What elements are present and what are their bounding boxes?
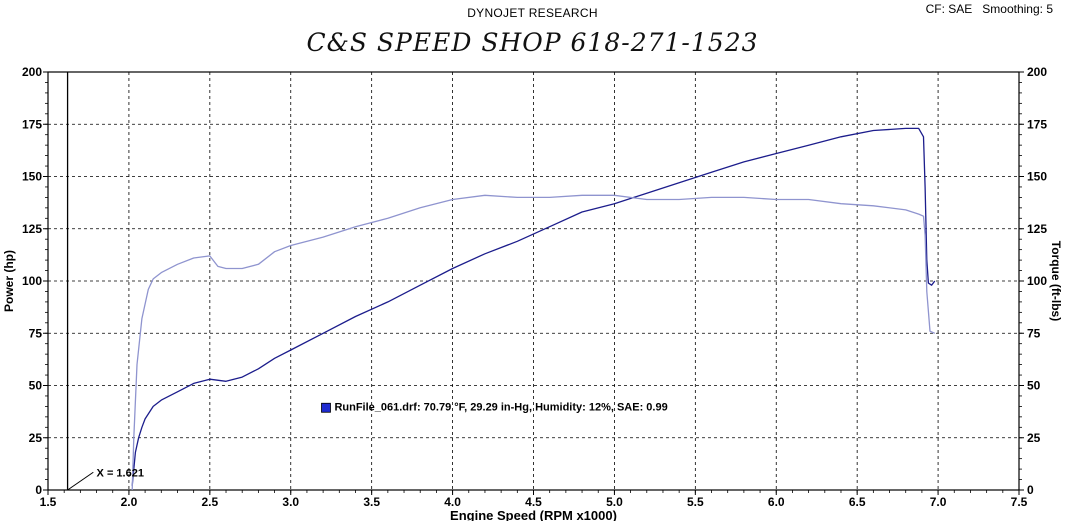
y-tick-label-left: 0	[35, 483, 42, 497]
chart-series	[131, 127, 936, 491]
power-curve	[131, 127, 936, 486]
x-tick-label: 5.0	[606, 495, 623, 509]
x-tick-label: 6.5	[849, 495, 866, 509]
y-tick-label-right: 0	[1027, 483, 1034, 497]
y-tick-label-left: 100	[22, 274, 42, 288]
cursor-pointer	[67, 471, 94, 491]
y-tick-label-left: 25	[29, 431, 43, 445]
y-tick-label-right: 50	[1027, 379, 1041, 393]
y-tick-label-right: 75	[1027, 326, 1041, 340]
y-tick-label-right: 125	[1027, 222, 1047, 236]
header-company: DYNOJET RESEARCH	[467, 6, 598, 20]
axis-ticks: 1.5 2.0 2.5 3.0 3.5 4.0 4.5 5.0 5.5 6.0 6.5 7.0 7.50…	[22, 65, 1047, 509]
chart-grid	[48, 72, 1019, 490]
run-legend-swatch	[321, 402, 331, 413]
y-tick-label-left: 75	[29, 326, 43, 340]
y-tick-label-right: 175	[1027, 117, 1047, 131]
torque-curve	[131, 194, 936, 491]
y-tick-label-left: 175	[22, 117, 42, 131]
x-tick-label: 3.0	[282, 495, 299, 509]
x-tick-label: 4.5	[525, 495, 542, 509]
y-tick-label-right: 150	[1027, 170, 1047, 184]
shop-title: C&S SPEED SHOP 618-271-1523	[306, 28, 759, 57]
y-tick-label-right: 100	[1027, 274, 1047, 288]
cursor-label: X = 1.621	[97, 467, 144, 479]
y-tick-label-right: 200	[1027, 65, 1047, 79]
y-tick-label-left: 200	[22, 65, 42, 79]
x-tick-label: 7.0	[930, 495, 947, 509]
x-tick-label: 7.5	[1011, 495, 1028, 509]
x-tick-label: 3.5	[363, 495, 380, 509]
header-settings: CF: SAE Smoothing: 5	[925, 2, 1053, 16]
y-axis-label-left: Power (hp)	[2, 250, 16, 312]
x-tick-label: 6.0	[768, 495, 785, 509]
run-legend-label: RunFile_061.drf: 70.79 °F, 29.29 in-Hg, …	[334, 401, 667, 413]
x-tick-label: 4.0	[444, 495, 461, 509]
x-tick-label: 2.5	[201, 495, 218, 509]
y-tick-label-left: 50	[29, 379, 43, 393]
x-axis-label: Engine Speed (RPM x1000)	[450, 508, 617, 521]
y-tick-label-left: 150	[22, 170, 42, 184]
y-tick-label-left: 125	[22, 222, 42, 236]
y-axis-label-right: Torque (ft-lbs)	[1049, 241, 1063, 321]
x-tick-label: 5.5	[687, 495, 704, 509]
y-tick-label-right: 25	[1027, 431, 1041, 445]
x-tick-label: 2.0	[121, 495, 138, 509]
x-tick-label: 1.5	[40, 495, 57, 509]
